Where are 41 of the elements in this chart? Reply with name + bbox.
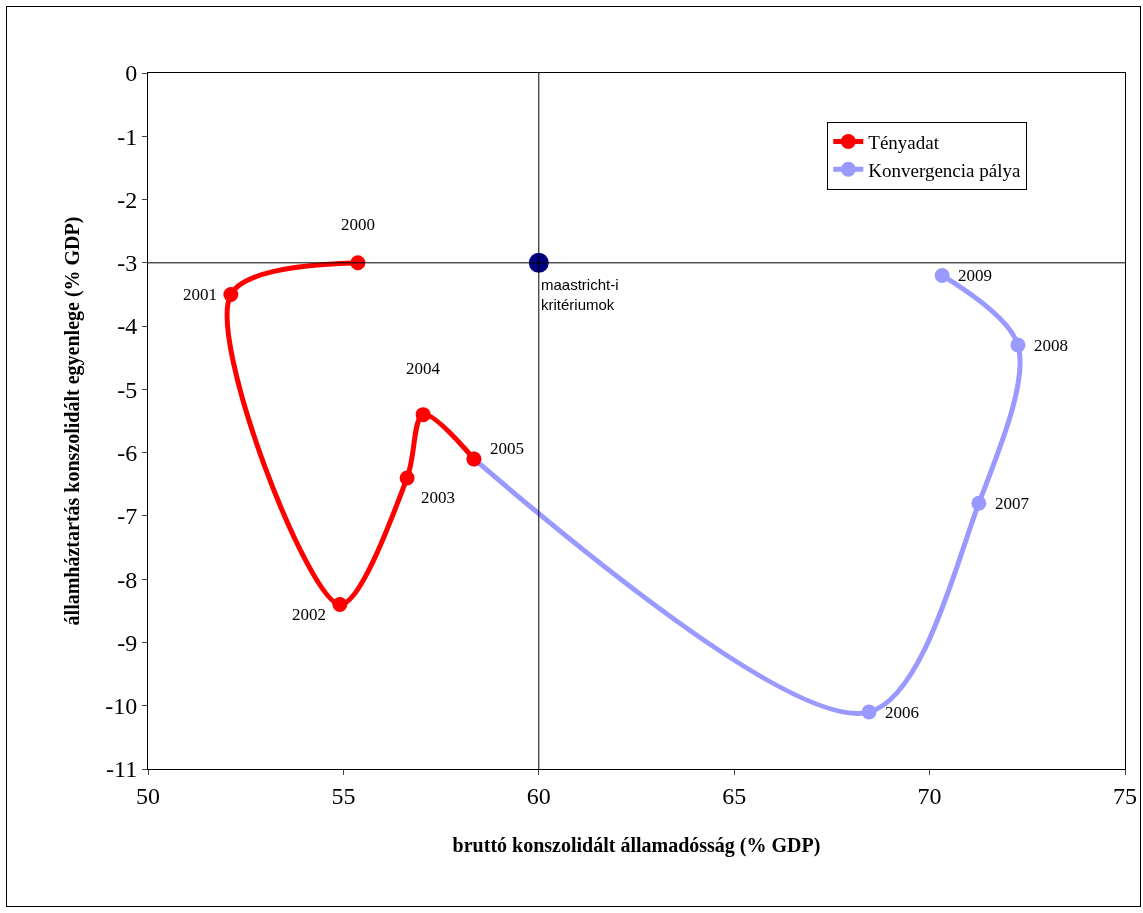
annotation: 2005 (490, 439, 524, 458)
annotation: 2007 (995, 494, 1030, 513)
point (1010, 337, 1026, 353)
y-tick-label: -6 (117, 440, 138, 467)
point (399, 470, 415, 486)
y-tick-label: -9 (117, 629, 138, 656)
point (861, 704, 877, 720)
x-tick-label: 65 (722, 782, 747, 809)
y-tick-label: -7 (117, 503, 138, 530)
annotation: 2009 (958, 266, 992, 285)
legend-label: Konvergencia pálya (868, 159, 1021, 181)
legend-label: Tényadat (868, 131, 940, 153)
x-tick-label: 55 (331, 782, 356, 809)
point (332, 596, 348, 612)
y-tick-label: 0 (125, 60, 138, 87)
y-tick-label: -4 (117, 313, 138, 340)
annotation: 2001 (183, 285, 217, 304)
y-tick-label: -11 (106, 756, 138, 783)
x-tick-label: 70 (917, 782, 942, 809)
annotation: 2004 (406, 359, 441, 378)
x-tick-label: 75 (1113, 782, 1137, 809)
annotation: 2000 (341, 215, 375, 234)
point (415, 407, 431, 423)
x-axis-title: bruttó konszolidált államadósság (% GDP) (452, 834, 821, 858)
y-tick-label: -3 (117, 250, 138, 277)
point (223, 286, 239, 302)
x-tick-label: 60 (526, 782, 551, 809)
y-axis-title: államháztartás konszolidált egyenlege (% GDP) (60, 216, 84, 626)
y-tick-label: -5 (117, 376, 138, 403)
y-tick-label: -10 (105, 693, 138, 720)
y-tick-label: -1 (117, 123, 138, 150)
annotation: 2003 (421, 488, 455, 507)
y-tick-label: -8 (117, 566, 138, 593)
y-tick-label: -2 (117, 186, 138, 213)
annotation: maastricht-i kritériumok (541, 276, 619, 313)
x-tick-label: 50 (136, 782, 160, 809)
annotation: 2008 (1034, 336, 1068, 355)
point (934, 267, 950, 283)
annotation: 2002 (292, 605, 326, 624)
point (971, 495, 987, 511)
annotation: 2006 (885, 703, 919, 722)
